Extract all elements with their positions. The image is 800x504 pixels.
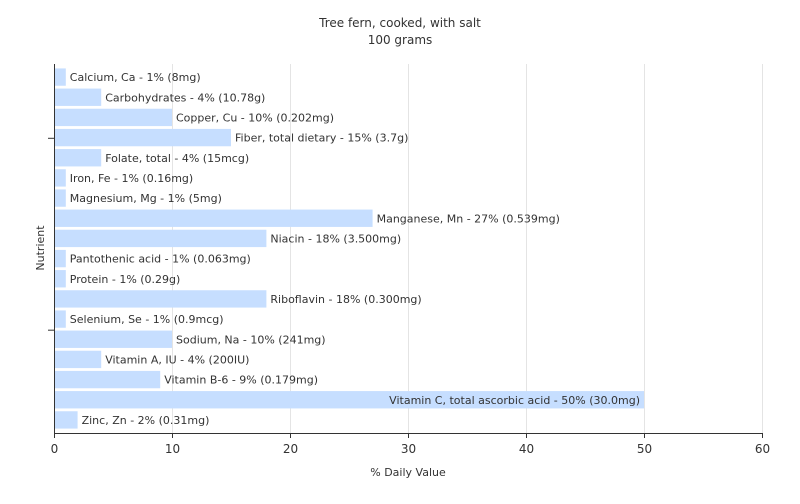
chart-subtitle: 100 grams bbox=[368, 33, 433, 47]
bar-label: Pantothenic acid - 1% (0.063mg) bbox=[70, 253, 251, 266]
bar-label: Riboflavin - 18% (0.300mg) bbox=[270, 293, 421, 306]
bar bbox=[55, 189, 66, 207]
bar-label: Carbohydrates - 4% (10.78g) bbox=[105, 91, 265, 104]
bar-label: Copper, Cu - 10% (0.202mg) bbox=[176, 111, 334, 124]
x-tick-label: 50 bbox=[637, 442, 652, 456]
bar-label: Fiber, total dietary - 15% (3.7g) bbox=[235, 132, 408, 145]
bar bbox=[55, 249, 66, 268]
bar bbox=[55, 270, 66, 288]
bar bbox=[55, 128, 231, 147]
bar bbox=[55, 310, 66, 328]
bar bbox=[55, 108, 172, 127]
x-tick-label: 30 bbox=[401, 442, 416, 456]
bar bbox=[55, 68, 66, 86]
bar bbox=[55, 169, 66, 187]
bar-label: Manganese, Mn - 27% (0.539mg) bbox=[377, 212, 560, 225]
bar bbox=[55, 350, 102, 369]
bar-label: Iron, Fe - 1% (0.16mg) bbox=[70, 172, 193, 185]
bar-label: Vitamin A, IU - 4% (200IU) bbox=[105, 353, 249, 366]
x-tick-label: 40 bbox=[519, 442, 534, 456]
bar-label: Sodium, Na - 10% (241mg) bbox=[176, 333, 326, 346]
bar-label: Zinc, Zn - 2% (0.31mg) bbox=[82, 414, 210, 427]
grid-lines bbox=[172, 64, 763, 433]
x-tick-label: 20 bbox=[283, 442, 298, 456]
y-axis-label: Nutrient bbox=[34, 225, 47, 271]
bar bbox=[55, 290, 267, 308]
chart-title: Tree fern, cooked, with salt bbox=[318, 16, 481, 30]
bar-label: Folate, total - 4% (15mcg) bbox=[105, 152, 249, 165]
x-tick-label: 60 bbox=[755, 442, 770, 456]
bar bbox=[55, 411, 78, 429]
bar bbox=[55, 209, 373, 227]
bar bbox=[55, 391, 644, 409]
axes: 0 10 20 30 40 50 60 bbox=[48, 64, 770, 456]
bar-label: Vitamin B-6 - 9% (0.179mg) bbox=[164, 374, 318, 387]
bar bbox=[55, 149, 102, 167]
bar-label: Selenium, Se - 1% (0.9mcg) bbox=[70, 313, 224, 326]
bar-label: Magnesium, Mg - 1% (5mg) bbox=[70, 192, 222, 205]
data-labels: Calcium, Ca - 1% (8mg) Carbohydrates - 4%… bbox=[70, 71, 640, 427]
bar-label: Calcium, Ca - 1% (8mg) bbox=[70, 71, 201, 84]
x-tick-label: 10 bbox=[165, 442, 180, 456]
bars bbox=[55, 68, 644, 429]
bar bbox=[55, 229, 267, 248]
x-tick-label: 0 bbox=[51, 442, 59, 456]
bar-label: Vitamin C, total ascorbic acid - 50% (30… bbox=[389, 394, 640, 407]
bar bbox=[55, 370, 161, 389]
bar-label: Niacin - 18% (3.500mg) bbox=[270, 232, 401, 245]
bar bbox=[55, 330, 172, 348]
bar-label: Protein - 1% (0.29g) bbox=[70, 273, 181, 286]
x-axis-label: % Daily Value bbox=[370, 466, 446, 479]
bar bbox=[55, 88, 102, 106]
